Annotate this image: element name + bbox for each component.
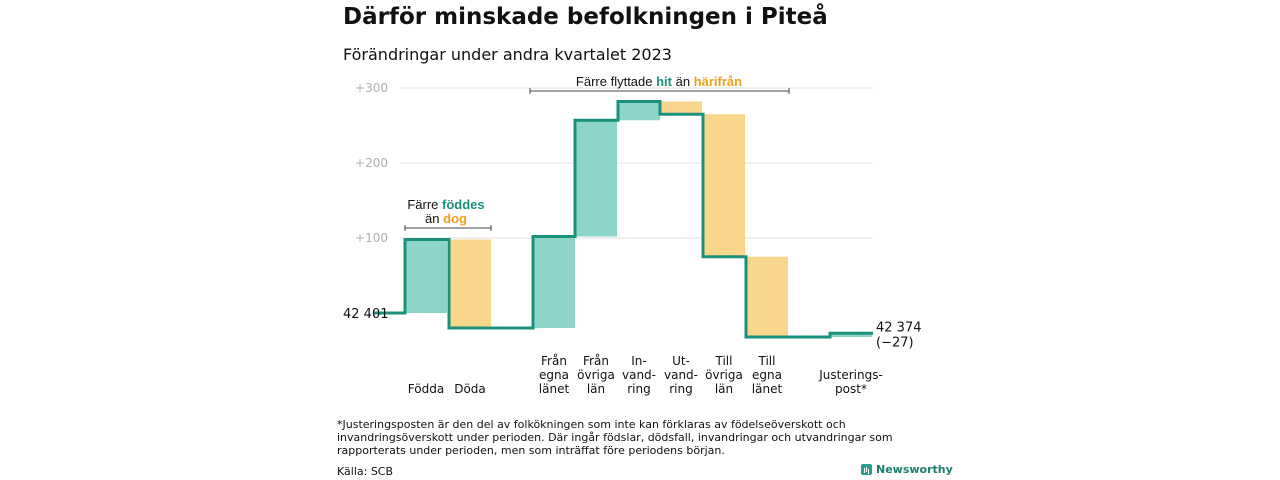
bar-decrease — [703, 114, 745, 257]
y-tick-label: +300 — [355, 81, 388, 95]
category-label: vand- — [622, 368, 656, 382]
bar-increase — [575, 120, 617, 237]
bar-decrease — [746, 256, 788, 337]
annotation-part: härifrån — [694, 74, 742, 89]
category-label: ring — [669, 382, 693, 396]
category-label: egna — [752, 368, 782, 382]
category-label: Justerings- — [818, 368, 883, 382]
category-label: län — [587, 382, 605, 396]
category-label: Födda — [408, 382, 444, 396]
annotation-part: Färre — [407, 197, 442, 212]
category-label: Från — [583, 354, 609, 368]
annotation-born-text: Färre föddes — [407, 197, 484, 212]
cumulative-step-line — [373, 100, 873, 339]
bar-decrease — [660, 101, 702, 115]
annotation-part: föddes — [442, 197, 485, 212]
bar-increase — [830, 333, 872, 337]
chart-subtitle: Förändringar under andra kvartalet 2023 — [343, 45, 672, 64]
bar-decrease — [449, 239, 491, 328]
category-label: övriga — [705, 368, 743, 382]
waterfall-chart: +300 +200 +100 42 401 42 374(−27) Födda Döda Fr… — [343, 74, 922, 396]
category-label: länet — [752, 382, 783, 396]
brand-name: Newsworthy — [876, 463, 953, 476]
chart-title: Därför minskade befolkningen i Piteå — [343, 4, 828, 30]
annotation-migration-text: Färre flyttade hit än härifrån — [576, 74, 742, 89]
footnote: *Justeringsposten är den del av folkökni… — [337, 418, 893, 457]
category-label: egna — [539, 368, 569, 382]
brand-logo[interactable]: Newsworthy — [861, 463, 953, 476]
bar-increase — [618, 101, 660, 121]
category-label: post* — [835, 382, 867, 396]
end-value-label: 42 374 — [876, 320, 922, 335]
category-label: In- — [631, 354, 646, 368]
bar-increase — [533, 236, 575, 328]
y-tick-label: +100 — [355, 231, 388, 245]
annotation-part: än — [425, 211, 443, 226]
annotation-part: än — [672, 74, 694, 89]
annotation-part: Färre flyttade — [576, 74, 656, 89]
annotation-part: hit — [656, 74, 673, 89]
category-label: Döda — [454, 382, 486, 396]
source-label: Källa: SCB — [337, 465, 394, 478]
end-change-label: (−27) — [876, 335, 914, 350]
category-label: Till — [758, 354, 776, 368]
annotation-died-text: än dog — [425, 211, 467, 226]
category-label: övriga — [577, 368, 615, 382]
category-label: län — [715, 382, 733, 396]
category-label: Till — [715, 354, 733, 368]
bar-increase — [405, 239, 447, 313]
category-label: Från — [541, 354, 567, 368]
annotation-part: dog — [443, 211, 467, 226]
y-tick-label: +200 — [355, 156, 388, 170]
category-label: länet — [539, 382, 570, 396]
bar-chart-logo-icon — [861, 464, 872, 475]
start-value-label: 42 401 — [343, 307, 389, 322]
category-label: ring — [627, 382, 651, 396]
category-label: Ut- — [672, 354, 690, 368]
category-label: vand- — [664, 368, 698, 382]
